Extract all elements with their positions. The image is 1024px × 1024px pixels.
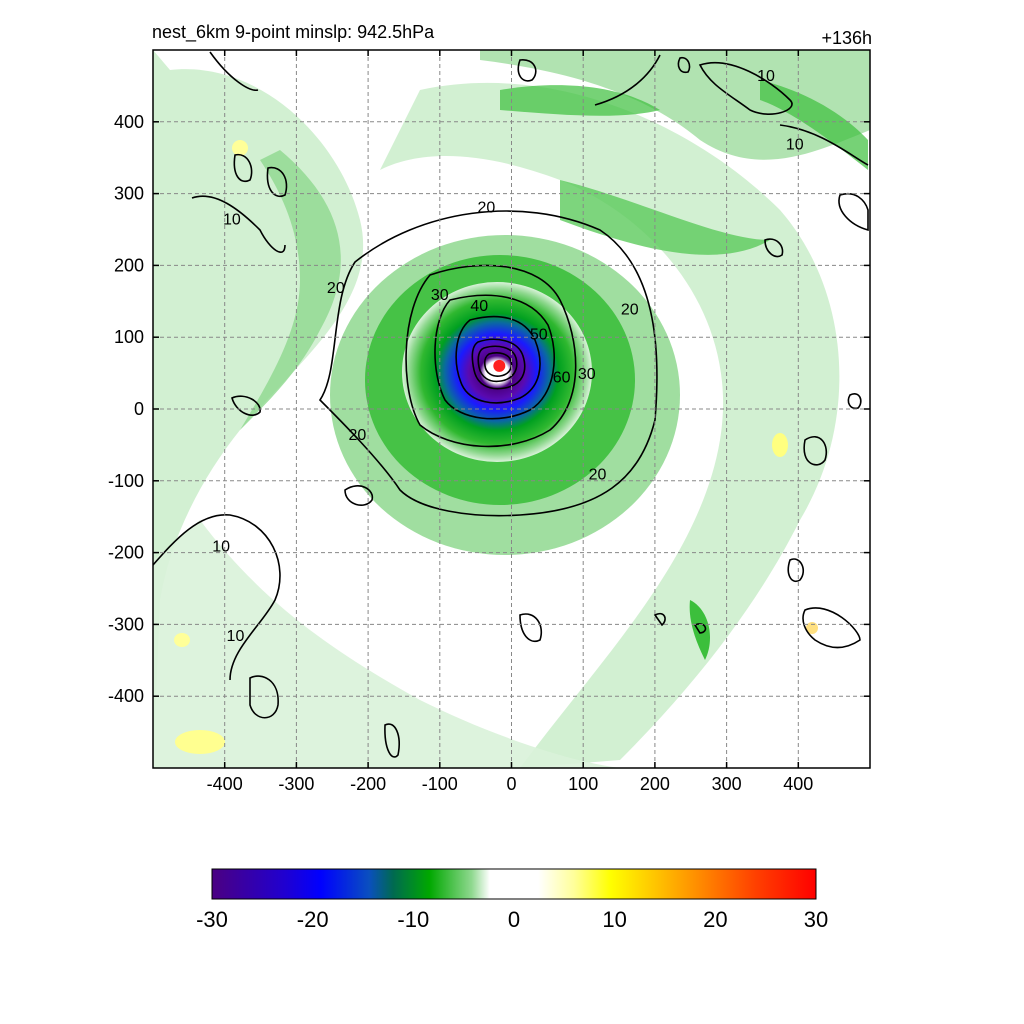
storm-center-marker bbox=[493, 359, 506, 372]
contour-label: 20 bbox=[348, 427, 366, 444]
colorbar-tick-label: -10 bbox=[397, 907, 429, 932]
contour-label: 50 bbox=[530, 327, 548, 344]
x-tick-label: 100 bbox=[568, 774, 598, 794]
contour-label: 10 bbox=[757, 68, 775, 85]
chart-title: nest_6km 9-point minslp: 942.5hPa bbox=[152, 22, 435, 42]
y-tick-label: -200 bbox=[108, 543, 144, 563]
contour-label: 20 bbox=[621, 301, 639, 318]
contour-label: 10 bbox=[212, 538, 230, 555]
x-tick-label: -100 bbox=[422, 774, 458, 794]
contour-label: 40 bbox=[470, 298, 488, 315]
x-tick-label: 0 bbox=[506, 774, 516, 794]
contour-label: 20 bbox=[589, 467, 607, 484]
y-tick-label: 0 bbox=[134, 399, 144, 419]
contour-label: 20 bbox=[478, 200, 496, 217]
y-tick-label: -100 bbox=[108, 471, 144, 491]
colorbar-tick-label: -20 bbox=[297, 907, 329, 932]
contour-label: 10 bbox=[227, 628, 245, 645]
colorbar-tick-label: -30 bbox=[196, 907, 228, 932]
contour-label: 30 bbox=[431, 287, 449, 304]
y-axis: 400 300 200 100 0 -100 -200 -300 -400 bbox=[108, 112, 870, 706]
contour-label: 10 bbox=[786, 136, 804, 153]
colorbar: -30 -20 -10 0 10 20 30 bbox=[196, 868, 828, 932]
colorbar-tick-label: 20 bbox=[703, 907, 727, 932]
contour-label: 20 bbox=[327, 280, 345, 297]
x-axis: -400 -300 -200 -100 0 100 200 300 400 bbox=[207, 50, 813, 794]
forecast-hour-label: +136h bbox=[821, 28, 872, 48]
y-tick-label: 200 bbox=[114, 255, 144, 275]
contour-label: 10 bbox=[223, 212, 241, 229]
contour-label: 30 bbox=[578, 366, 596, 383]
contour-lines bbox=[153, 51, 869, 758]
x-tick-label: 300 bbox=[712, 774, 742, 794]
x-tick-label: -200 bbox=[350, 774, 386, 794]
x-tick-label: 200 bbox=[640, 774, 670, 794]
y-tick-label: -300 bbox=[108, 614, 144, 634]
grid-lines bbox=[153, 50, 870, 768]
x-tick-label: -400 bbox=[207, 774, 243, 794]
x-tick-label: 400 bbox=[783, 774, 813, 794]
colorbar-tick-label: 0 bbox=[508, 907, 520, 932]
x-tick-label: -300 bbox=[278, 774, 314, 794]
contour-labels: 20 20 20 20 20 30 30 40 50 60 10 10 10 10 10 bbox=[212, 68, 804, 645]
y-tick-label: 400 bbox=[114, 112, 144, 132]
y-tick-label: 300 bbox=[114, 184, 144, 204]
colorbar-tick-label: 10 bbox=[602, 907, 626, 932]
contour-label: 60 bbox=[553, 370, 571, 387]
y-tick-label: -400 bbox=[108, 686, 144, 706]
colorbar-tick-label: 30 bbox=[804, 907, 828, 932]
y-tick-label: 100 bbox=[114, 327, 144, 347]
